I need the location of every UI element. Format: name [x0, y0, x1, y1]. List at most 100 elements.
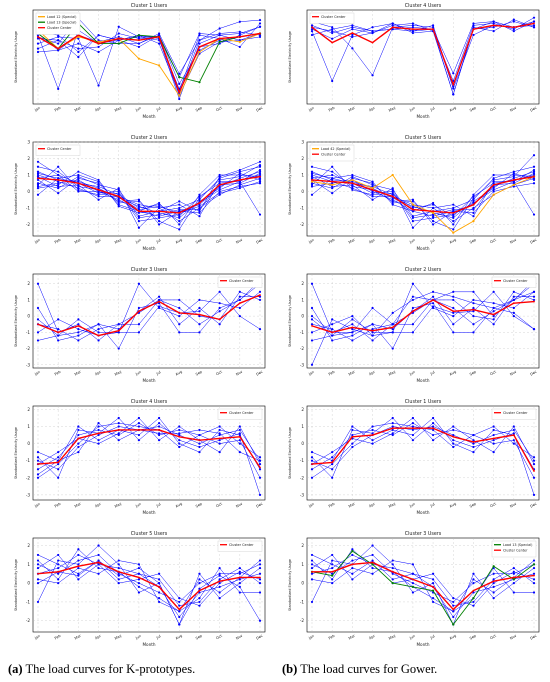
x-tick-label: Aug — [175, 106, 183, 113]
cluster-center-line — [311, 427, 535, 472]
y-tick-label: -2 — [300, 618, 305, 623]
user-series-point — [218, 574, 221, 577]
user-series-point — [452, 87, 455, 90]
user-series-point — [532, 20, 536, 23]
user-series-point — [178, 223, 181, 226]
user-series-point — [117, 200, 120, 203]
user-series-point — [452, 72, 455, 75]
cluster-center-point — [158, 585, 160, 588]
user-series-point — [310, 282, 314, 285]
user-series-point — [391, 425, 394, 428]
cluster-center-point — [351, 326, 354, 329]
y-tick-label: 1 — [27, 297, 30, 302]
user-series-point — [532, 178, 536, 182]
user-series-point — [371, 323, 374, 326]
plot-area — [32, 405, 266, 501]
user-series-point — [218, 578, 221, 581]
user-series-point — [36, 339, 40, 342]
outlier-series-point — [391, 173, 394, 177]
user-series-point — [137, 203, 141, 206]
user-series-point — [218, 32, 221, 35]
user-series-line — [37, 296, 260, 336]
x-tick-label: Nov — [235, 501, 244, 508]
user-series-point — [97, 192, 100, 195]
user-series-point — [57, 192, 60, 195]
user-series-point — [218, 591, 221, 594]
user-series-point — [137, 216, 141, 219]
y-tick-label: -3 — [26, 362, 31, 367]
user-series-point — [472, 33, 475, 37]
cluster-center-point — [117, 570, 120, 573]
user-series-point — [411, 22, 415, 25]
legend-label: Cluster Center — [229, 411, 254, 415]
user-series-point — [157, 32, 161, 35]
x-tick-label: Feb — [328, 501, 336, 508]
x-tick-label: Jun — [408, 238, 416, 245]
y-tick-label: 2 — [301, 281, 304, 286]
user-series-point — [137, 425, 141, 428]
x-tick-label: Jul — [429, 502, 436, 508]
user-series-point — [218, 188, 221, 191]
x-tick-label: Nov — [509, 633, 518, 640]
user-series-point — [218, 439, 221, 442]
y-axis-label: Standardized Electricity Usage — [14, 31, 18, 83]
x-tick-label: Jun — [408, 370, 416, 377]
user-series-point — [371, 334, 374, 337]
user-series-point — [198, 442, 201, 445]
user-series-point — [411, 563, 415, 566]
user-series-point — [258, 165, 262, 168]
user-series-point — [77, 318, 80, 321]
user-series-point — [411, 282, 415, 285]
x-tick-label: May — [388, 237, 397, 245]
cluster-center-point — [117, 37, 120, 40]
x-tick-label: Dec — [255, 238, 263, 245]
user-series-point — [258, 25, 262, 28]
user-series-point — [137, 35, 141, 38]
user-series-point — [452, 306, 455, 310]
cluster-center-point — [371, 188, 374, 191]
user-series-point — [77, 185, 80, 188]
y-tick-label: 0 — [27, 441, 30, 446]
x-tick-label: Oct — [489, 634, 497, 641]
user-series-point — [492, 20, 495, 23]
y-tick-label: 1 — [301, 172, 304, 177]
user-series-point — [77, 428, 80, 432]
user-series-point — [77, 553, 80, 557]
user-series-point — [157, 572, 161, 575]
x-tick-label: Jan — [33, 502, 41, 509]
user-series-line — [311, 174, 535, 225]
x-tick-label: Aug — [449, 502, 457, 509]
user-series-point — [391, 578, 394, 581]
user-series-line — [311, 296, 534, 336]
user-series-point — [492, 433, 495, 437]
outlier-series-point — [198, 50, 201, 54]
user-series-point — [331, 30, 334, 33]
user-series-point — [512, 570, 515, 573]
user-series-point — [431, 295, 435, 298]
cluster-center-point — [158, 35, 160, 38]
user-series-point — [310, 175, 314, 178]
user-series-line — [311, 291, 535, 336]
user-series-point — [411, 433, 415, 437]
user-series-point — [57, 456, 60, 459]
cluster-center-point — [492, 580, 495, 583]
user-series-point — [472, 582, 475, 585]
user-series-point — [492, 290, 495, 293]
user-series-point — [36, 566, 40, 570]
y-tick-label: -1 — [26, 205, 31, 210]
user-series-point — [198, 587, 201, 590]
legend-box — [309, 144, 355, 162]
user-series-point — [258, 35, 262, 38]
cluster-center-point — [77, 182, 80, 185]
cluster-center-point — [371, 561, 374, 564]
user-series-point — [36, 172, 40, 175]
user-series-point — [178, 220, 181, 223]
user-series-point — [411, 421, 415, 425]
user-series-point — [532, 290, 536, 293]
cluster-center-point — [492, 24, 495, 27]
user-series-point — [331, 318, 334, 321]
user-series-point — [97, 428, 100, 432]
x-tick-label: Oct — [215, 502, 223, 509]
user-series-point — [258, 177, 262, 180]
user-series-point — [331, 37, 334, 40]
